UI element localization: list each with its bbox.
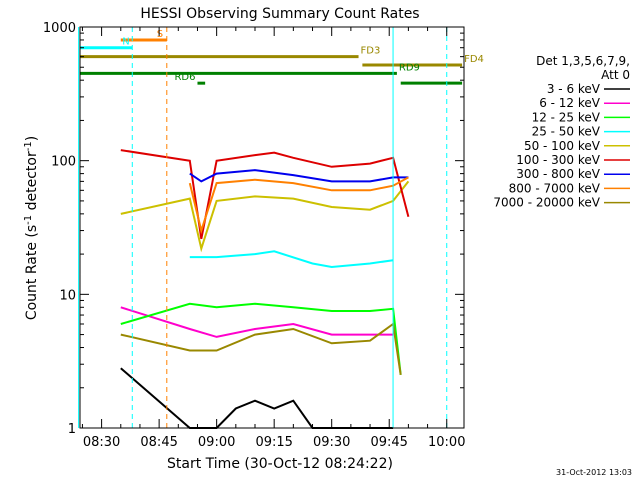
legend-header-detectors: Det 1,3,5,6,7,9, bbox=[536, 54, 630, 68]
x-tick-label: 09:30 bbox=[313, 435, 350, 450]
chart-title: HESSI Observing Summary Count Rates bbox=[140, 6, 419, 22]
x-tick-label: 09:15 bbox=[255, 435, 292, 450]
plot-frame bbox=[79, 26, 465, 429]
legend-entry-label: 25 - 50 keV bbox=[532, 125, 601, 139]
plot-area bbox=[80, 27, 464, 428]
series-line bbox=[188, 176, 409, 235]
axes-layer: 1 10 100 1000 08:30 08:45 09:00 09:15 09:30 09:45… bbox=[43, 21, 466, 450]
plot-timestamp: 31-Oct-2012 13:03 bbox=[556, 468, 632, 477]
legend-entry-label: 3 - 6 keV bbox=[547, 82, 601, 96]
y-tick-label: 1 bbox=[68, 422, 76, 437]
series-line bbox=[189, 169, 409, 183]
series-line bbox=[120, 180, 410, 253]
series-line bbox=[120, 322, 402, 375]
y-tick-label: 10 bbox=[59, 288, 76, 303]
legend-entry-label: 800 - 7000 keV bbox=[509, 181, 601, 195]
flags-layer: S N FD3 FD4 RD9 RD6 bbox=[80, 29, 484, 85]
legend-entry-label: 7000 - 20000 keV bbox=[493, 196, 600, 210]
legend-header-attenuator: Att 0 bbox=[601, 68, 630, 82]
x-tick-label: 09:00 bbox=[198, 435, 235, 450]
y-tick-label: 1000 bbox=[43, 21, 76, 36]
series-line bbox=[189, 250, 394, 269]
y-axis-label: Count Rate (s-1 detector-1) bbox=[23, 136, 40, 320]
flag-label: FD3 bbox=[361, 46, 381, 57]
flag-label: RD9 bbox=[399, 62, 420, 73]
x-tick-label: 08:30 bbox=[83, 435, 120, 450]
y-tick-label: 100 bbox=[51, 155, 76, 170]
x-axis-label: Start Time (30-Oct-12 08:24:22) bbox=[167, 456, 393, 472]
flag-label: FD4 bbox=[464, 54, 484, 65]
legend-entry-label: 12 - 25 keV bbox=[532, 110, 601, 124]
time-markers-layer bbox=[78, 27, 448, 428]
flag-label: RD6 bbox=[174, 72, 195, 83]
legend-entry-label: 50 - 100 keV bbox=[524, 139, 601, 153]
x-tick-label: 08:45 bbox=[140, 435, 177, 450]
legend-entry-label: 6 - 12 keV bbox=[539, 96, 601, 110]
flag-label: N bbox=[122, 37, 129, 48]
x-tick-label: 10:00 bbox=[428, 435, 465, 450]
series-line bbox=[120, 302, 402, 375]
series-line bbox=[120, 306, 394, 338]
flag-label: S bbox=[157, 29, 163, 40]
legend-entry-label: 300 - 800 keV bbox=[516, 167, 600, 181]
legend-entry-label: 100 - 300 keV bbox=[516, 153, 600, 167]
x-tick-label: 09:45 bbox=[370, 435, 407, 450]
